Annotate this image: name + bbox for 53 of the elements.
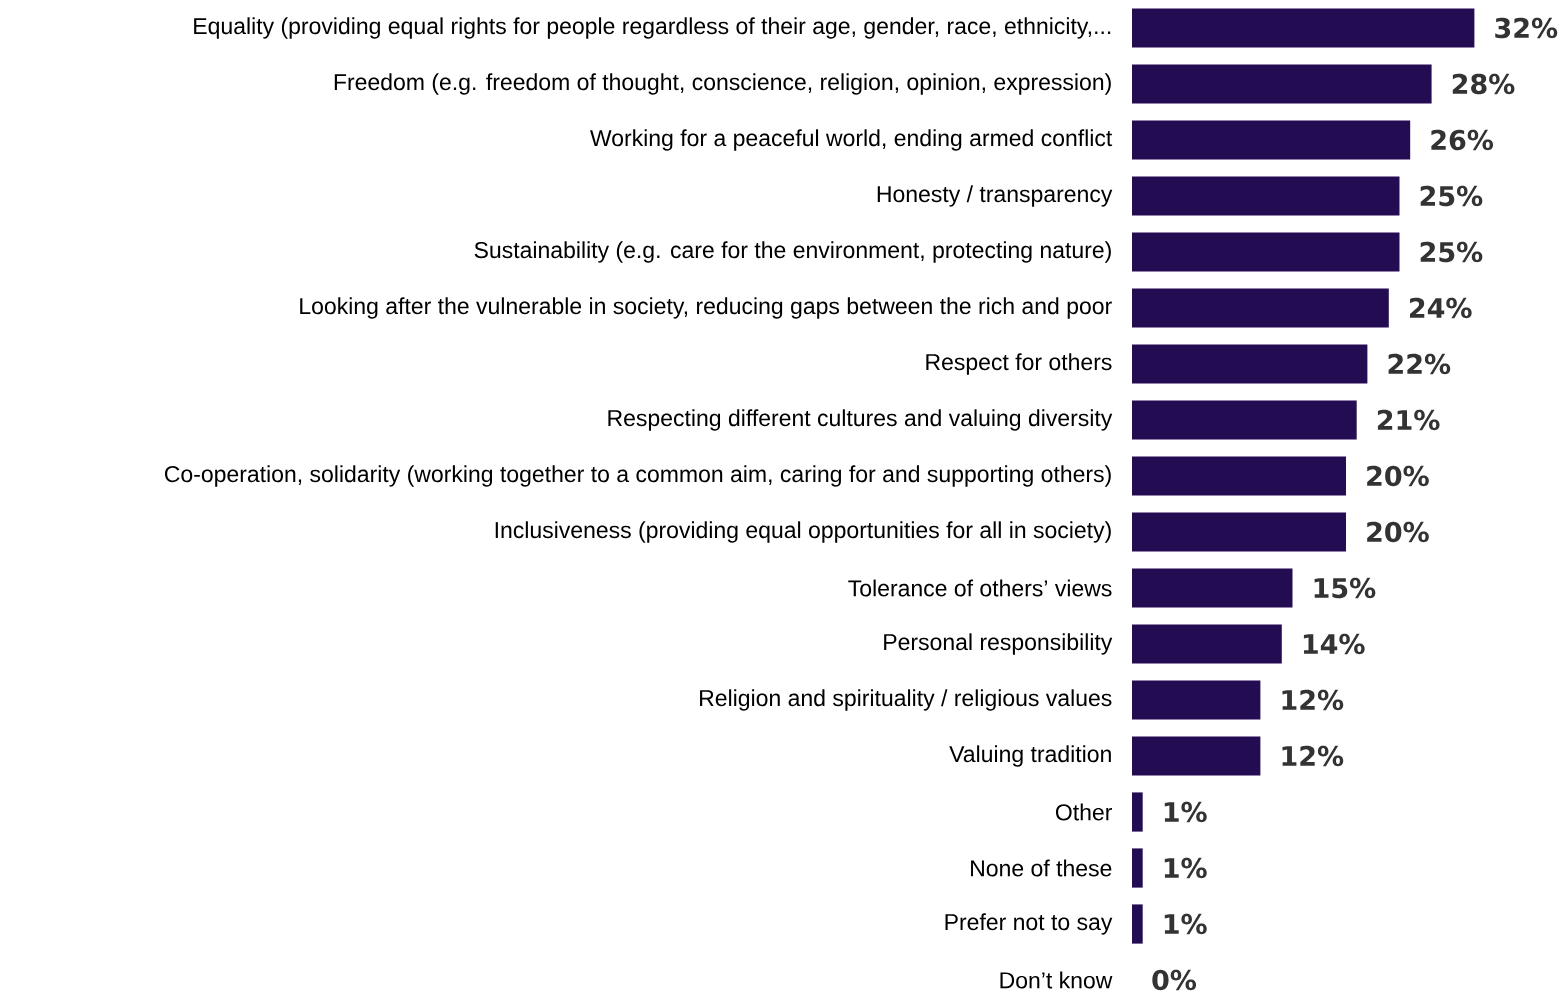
bar	[1132, 288, 1389, 328]
y-tick-label: Religion and spirituality / religious values	[700, 689, 1112, 711]
bar	[1132, 512, 1346, 552]
y-tick-label: None of these	[971, 859, 1112, 877]
data-label: 20%	[1367, 521, 1429, 543]
y-tick-label: Prefer not to say	[945, 913, 1113, 935]
data-label: 1%	[1164, 801, 1207, 823]
y-tick-label: Other	[1055, 803, 1113, 821]
y-tick-label: Equality (providing equal rights for people regardless of their age, gender, race, ethnicity,...	[194, 17, 1111, 39]
data-label: 0%	[1152, 969, 1197, 991]
data-label: 1%	[1164, 857, 1207, 879]
y-tick-label: Respecting different cultures and valuing diversity	[608, 409, 1113, 431]
data-label: 15%	[1314, 577, 1376, 599]
data-label: 14%	[1303, 633, 1365, 655]
bar	[1132, 64, 1432, 104]
data-label: 28%	[1452, 73, 1515, 95]
y-tick-label: Inclusiveness (providing equal opportunities for all in society)	[495, 521, 1111, 543]
bar	[1132, 8, 1475, 48]
data-label: 26%	[1431, 129, 1494, 151]
bar	[1132, 120, 1411, 160]
data-label: 32%	[1495, 17, 1558, 39]
y-tick-label: Personal responsibility	[884, 633, 1113, 655]
bar	[1132, 344, 1368, 384]
y-tick-label: Working for a peaceful world, ending armed conflict	[590, 129, 1113, 151]
y-tick-label: Sustainability (e.g. care for the environment, protecting nature)	[474, 241, 1111, 263]
data-label: 25%	[1420, 241, 1483, 263]
data-label: 1%	[1164, 913, 1207, 935]
y-tick-label: Freedom (e.g. freedom of thought, conscience, religion, opinion, expression)	[334, 73, 1111, 95]
bar	[1132, 736, 1261, 776]
data-label: 12%	[1282, 689, 1344, 711]
bar	[1132, 176, 1400, 216]
bar	[1132, 904, 1143, 944]
bar	[1132, 848, 1143, 888]
data-label: 24%	[1409, 297, 1472, 319]
y-tick-label: Honesty / transparency	[877, 185, 1113, 207]
bar	[1132, 792, 1143, 832]
data-label: 20%	[1367, 465, 1429, 487]
data-label: 21%	[1377, 409, 1440, 431]
y-tick-label: Valuing tradition	[949, 745, 1111, 767]
y-tick-label: Co-operation, solidarity (working together to a common aim, caring for and supporting others)	[164, 465, 1111, 487]
data-label: 12%	[1282, 745, 1344, 767]
y-tick-label: Tolerance of others’ views	[848, 579, 1112, 597]
y-tick-label: Respect for others	[926, 353, 1112, 375]
bar	[1132, 456, 1346, 496]
data-label: 22%	[1388, 353, 1451, 375]
y-tick-label: Looking after the vulnerable in society, reducing gaps between the rich and poor	[300, 297, 1112, 319]
bar	[1132, 400, 1357, 440]
bar	[1132, 232, 1400, 272]
data-label: 25%	[1420, 185, 1483, 207]
bar	[1132, 568, 1293, 608]
bar	[1132, 624, 1282, 664]
bar	[1132, 680, 1261, 720]
y-tick-label: Don’t know	[1000, 971, 1113, 989]
